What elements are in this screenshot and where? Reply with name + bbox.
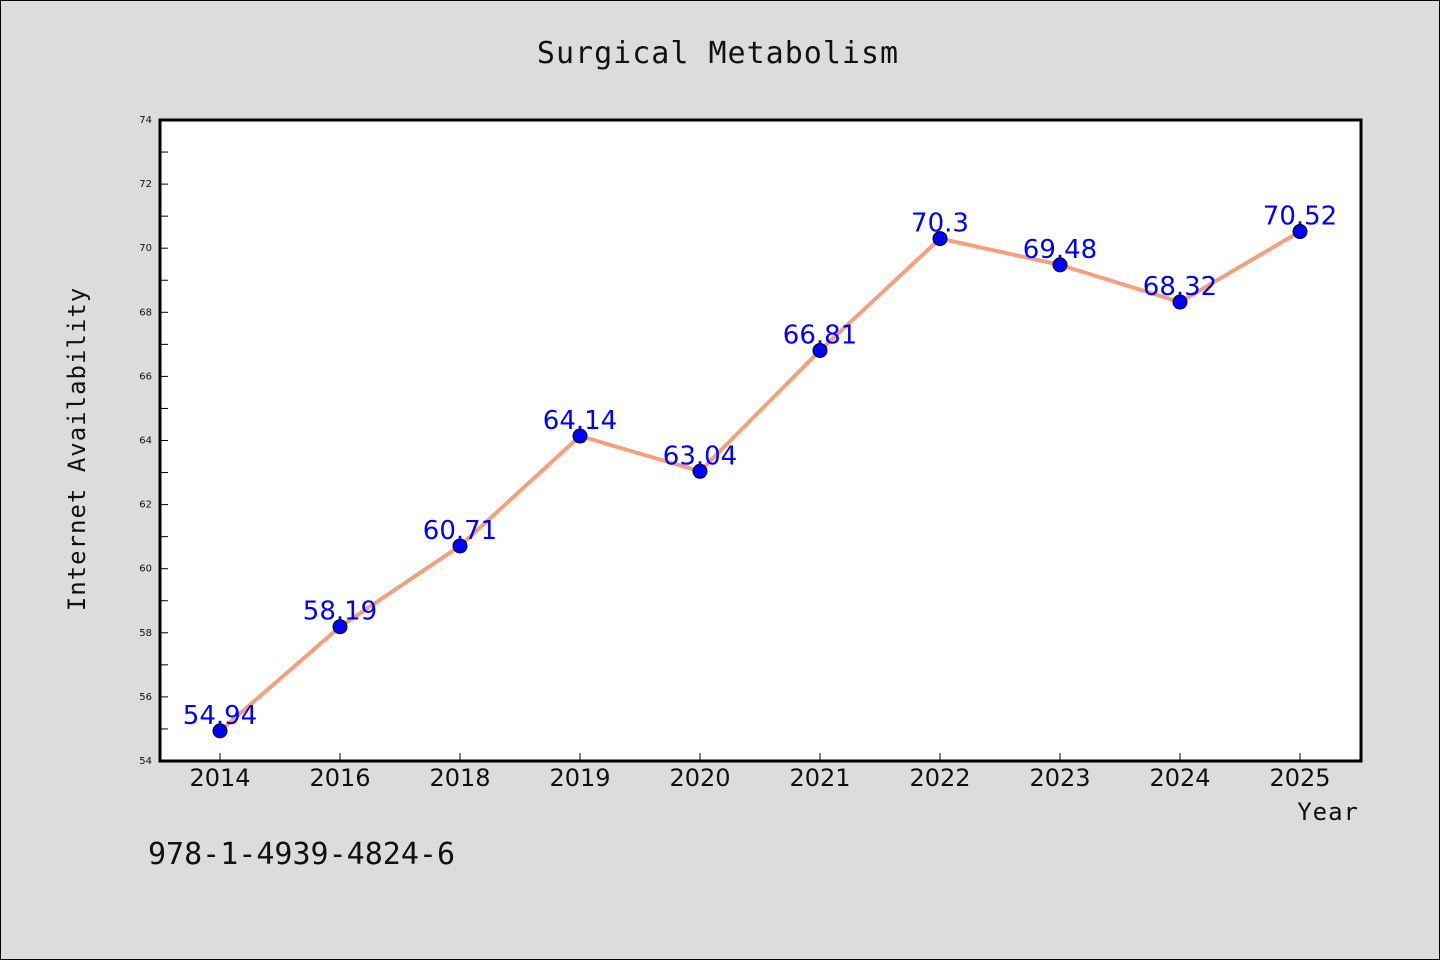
y-tick-label: 56 (139, 692, 152, 703)
y-tick-label: 70 (139, 243, 152, 254)
data-label: 63.04 (663, 441, 737, 471)
y-axis-ticks: 54 56 58 60 62 64 66 68 70 72 74 (139, 115, 168, 767)
x-tick-label: 2022 (909, 764, 970, 792)
y-tick-label: 64 (139, 436, 152, 447)
data-point-marker (692, 463, 708, 479)
x-tick-label: 2024 (1149, 764, 1210, 792)
data-point-marker (1292, 224, 1308, 240)
y-tick-label: 68 (139, 307, 152, 318)
data-label: 60.71 (423, 516, 497, 546)
data-point-marker (212, 723, 228, 739)
y-axis-label: Internet Availability (63, 287, 91, 611)
plot-frame (158, 118, 1363, 763)
y-tick-label: 58 (139, 628, 152, 639)
y-tick-label: 74 (139, 115, 152, 126)
x-tick-label: 2018 (429, 764, 490, 792)
data-point-marker (932, 231, 948, 247)
isbn-text: 978-1-4939-4824-6 (148, 837, 455, 872)
data-point-marker (572, 428, 588, 444)
data-label: 64.14 (543, 406, 617, 436)
x-tick-label: 2020 (669, 764, 730, 792)
y-tick-label: 72 (139, 179, 152, 190)
data-label: 54.94 (183, 701, 257, 731)
chart-title: Surgical Metabolism (537, 36, 899, 71)
x-tick-label: 2025 (1269, 764, 1330, 792)
data-point-marker (332, 619, 348, 635)
data-point-marker (452, 538, 468, 554)
x-tick-label: 2021 (789, 764, 850, 792)
series-line-group: 54.94 58.19 60.71 64.14 63.04 66.81 70.3 69.48 6… (183, 202, 1337, 739)
data-label: 70.3 (911, 209, 969, 239)
y-tick-label: 60 (139, 564, 152, 575)
x-tick-label: 2016 (309, 764, 370, 792)
data-label: 66.81 (783, 320, 857, 350)
x-tick-label: 2019 (549, 764, 610, 792)
data-label: 69.48 (1023, 235, 1097, 265)
x-axis-ticks: 2014 2016 2018 2019 2020 2021 2022 2023 2024 2025 (189, 753, 1331, 792)
data-label: 70.52 (1263, 202, 1337, 232)
y-tick-label: 54 (139, 756, 152, 767)
y-tick-label: 62 (139, 500, 152, 511)
x-tick-label: 2023 (1029, 764, 1090, 792)
data-label: 58.19 (303, 597, 377, 627)
x-tick-label: 2014 (189, 764, 250, 792)
data-point-marker (1052, 257, 1068, 273)
series-line (218, 229, 1302, 733)
y-tick-label: 66 (139, 371, 152, 382)
x-axis-label: Year (1297, 798, 1359, 826)
data-label: 68.32 (1143, 272, 1217, 302)
data-point-marker (1172, 294, 1188, 310)
data-point-marker (812, 342, 828, 358)
plot-area (160, 120, 1361, 761)
